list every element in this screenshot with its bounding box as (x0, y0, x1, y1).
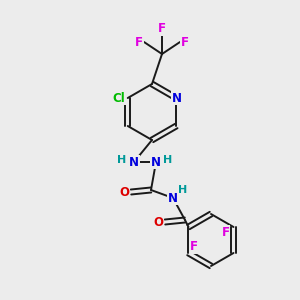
Text: N: N (151, 155, 161, 169)
Text: F: F (181, 35, 189, 49)
Text: F: F (221, 226, 230, 238)
Text: N: N (168, 191, 178, 205)
Text: N: N (172, 92, 182, 104)
Text: F: F (158, 22, 166, 35)
Text: O: O (153, 215, 163, 229)
Text: H: H (178, 185, 188, 195)
Text: F: F (135, 35, 143, 49)
Text: Cl: Cl (112, 92, 125, 104)
Text: H: H (164, 155, 172, 165)
Text: F: F (190, 241, 197, 254)
Text: O: O (119, 185, 129, 199)
Text: N: N (129, 155, 139, 169)
Text: H: H (117, 155, 127, 165)
